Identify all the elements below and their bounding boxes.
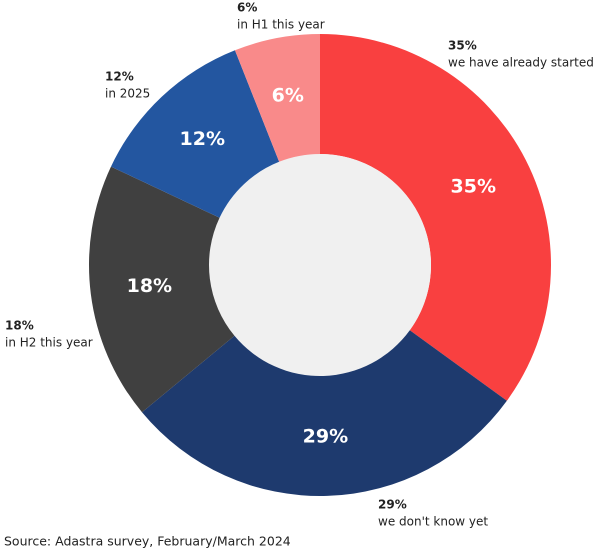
slice-label: 12% — [180, 128, 225, 150]
callout-category: in H1 this year — [237, 18, 325, 32]
callout-value: 35% — [448, 39, 477, 53]
slice — [110, 50, 280, 218]
slice-label: 18% — [127, 275, 172, 297]
slice-label: 6% — [272, 85, 304, 107]
source: Source: Adastra survey, February/March 2… — [4, 534, 291, 549]
callout-value: 18% — [5, 319, 34, 333]
slice-label: 29% — [303, 425, 348, 447]
slice-label: 35% — [451, 175, 496, 197]
callout-category: we have already started — [448, 56, 594, 70]
callout-value: 6% — [237, 1, 257, 15]
callout-category: in H2 this year — [5, 336, 93, 350]
callout-value: 12% — [105, 70, 134, 84]
callout-value: 29% — [378, 498, 407, 512]
slice — [142, 330, 507, 497]
callout-category: in 2025 — [105, 87, 150, 101]
slice — [320, 34, 551, 401]
slice — [88, 166, 235, 413]
slice — [234, 34, 320, 162]
callout-category: we don't know yet — [378, 515, 488, 529]
donut-hole — [209, 154, 431, 376]
